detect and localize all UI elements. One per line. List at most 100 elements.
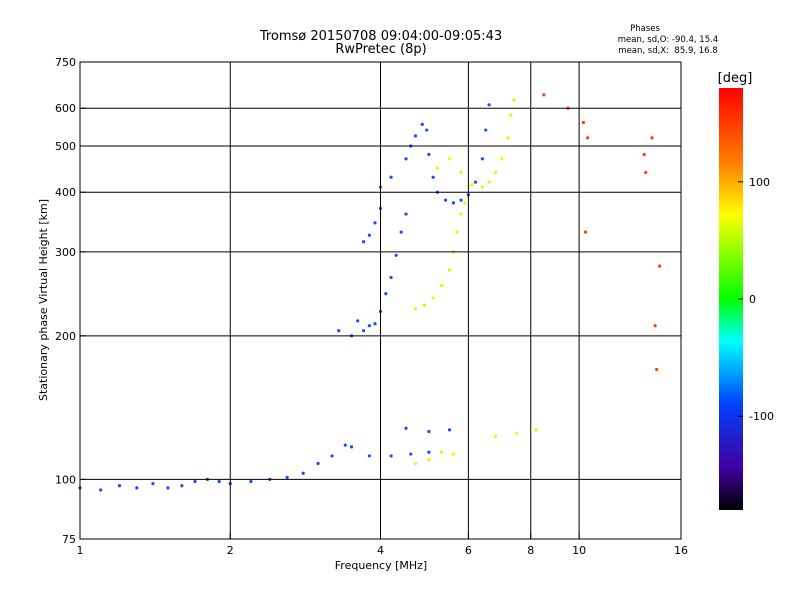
data-point <box>655 367 659 372</box>
colorbar-ticks: 100 0 -100 <box>738 176 774 423</box>
data-point <box>420 122 424 126</box>
x-tick-label: 16 <box>674 544 688 557</box>
data-point <box>515 431 519 435</box>
x-tick-label: 1 <box>77 544 84 557</box>
data-point <box>447 157 452 161</box>
y-tick-label: 400 <box>55 186 76 199</box>
data-point <box>451 201 456 205</box>
y-tick-label: 75 <box>62 533 76 546</box>
data-point <box>439 283 444 288</box>
data-point <box>493 434 498 439</box>
data-point <box>506 136 510 140</box>
stats-x: mean, sd,X: 85.9, 16.8 <box>618 46 717 56</box>
data-point <box>404 426 408 430</box>
data-point <box>487 103 491 107</box>
data-point <box>343 443 347 447</box>
axis-ticks: 1 2 4 6 8 10 16 75 100 200 300 400 500 600 750 <box>55 56 688 557</box>
data-point <box>389 175 393 179</box>
data-point <box>500 157 504 161</box>
stats-heading: Phases <box>630 24 660 34</box>
data-point <box>470 182 474 187</box>
data-point <box>362 329 366 333</box>
data-point <box>480 157 484 161</box>
data-point <box>373 322 377 326</box>
data-point <box>586 136 590 140</box>
data-point <box>349 445 354 449</box>
data-point <box>99 488 103 492</box>
data-point <box>427 450 431 454</box>
data-point <box>642 152 646 157</box>
data-point <box>427 429 431 434</box>
data-point <box>435 166 439 170</box>
x-tick-label: 10 <box>572 544 586 557</box>
data-point <box>431 175 435 179</box>
data-point <box>484 128 488 132</box>
series-x <box>413 98 538 466</box>
data-point <box>362 240 366 244</box>
data-point <box>367 324 371 328</box>
chart-title: Tromsø 20150708 09:04:00-09:05:43 <box>259 29 502 44</box>
data-point <box>425 128 429 132</box>
data-point <box>658 264 662 268</box>
data-point <box>509 113 513 117</box>
colorbar-label: [deg] <box>718 71 753 86</box>
data-point <box>473 180 478 184</box>
data-point <box>367 233 371 237</box>
data-point <box>431 296 435 300</box>
data-point <box>316 461 320 466</box>
data-point <box>413 461 418 466</box>
x-tick-label: 4 <box>377 544 384 557</box>
data-point <box>384 292 388 296</box>
data-point <box>409 452 413 456</box>
data-point <box>447 428 452 432</box>
series-o <box>78 103 491 492</box>
colorbar-tick-label: 0 <box>749 293 756 306</box>
data-point <box>463 201 467 205</box>
data-point <box>249 479 253 484</box>
data-point <box>285 475 289 479</box>
data-point <box>389 454 393 458</box>
x-axis-label: Frequency [MHz] <box>335 559 427 572</box>
colorbar-tick-label: 100 <box>749 176 770 189</box>
data-point <box>427 152 431 157</box>
data-point <box>180 484 184 488</box>
data-point <box>443 198 448 202</box>
data-point <box>166 486 170 490</box>
data-point <box>480 185 484 189</box>
data-point <box>367 454 371 458</box>
y-tick-label: 200 <box>55 330 76 343</box>
y-tick-label: 600 <box>55 102 76 115</box>
data-point <box>394 253 398 257</box>
data-point <box>534 428 538 432</box>
data-point <box>389 275 393 280</box>
x-tick-label: 8 <box>527 544 534 557</box>
data-point <box>451 452 456 456</box>
data-point <box>404 212 408 216</box>
y-tick-label: 100 <box>55 473 76 486</box>
data-point <box>447 268 452 272</box>
y-tick-label: 500 <box>55 140 76 153</box>
data-point <box>439 450 444 454</box>
data-point <box>217 479 221 484</box>
data-point <box>135 486 139 490</box>
data-point <box>459 212 463 216</box>
data-point <box>542 93 546 97</box>
data-point <box>301 471 305 475</box>
data-point <box>644 170 648 175</box>
x-tick-label: 6 <box>465 544 472 557</box>
data-point <box>330 454 334 458</box>
data-point <box>583 230 588 234</box>
chart-subtitle: RwPretec (8p) <box>335 42 426 57</box>
data-point <box>117 484 122 488</box>
series-scattered <box>542 93 662 372</box>
stats-o: mean, sd,O: -90.4, 15.4 <box>618 35 718 45</box>
data-point <box>413 307 418 311</box>
data-point <box>373 221 377 225</box>
colorbar-tick-label: -100 <box>749 410 774 423</box>
plot-data <box>78 93 662 492</box>
data-point <box>404 157 408 161</box>
data-point <box>459 170 463 175</box>
data-point <box>650 136 654 140</box>
data-point <box>337 329 341 333</box>
